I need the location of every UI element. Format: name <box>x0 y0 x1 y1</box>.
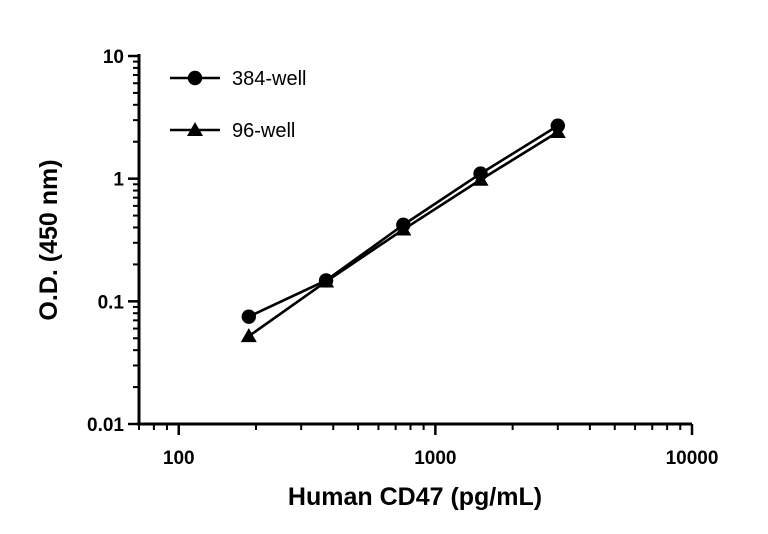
y-tick-label: 10 <box>103 47 124 68</box>
legend-item: 96-well <box>170 120 295 142</box>
data-point-triangle <box>395 221 412 236</box>
x-tick-label: 1000 <box>414 448 456 469</box>
series-2 <box>240 124 566 343</box>
data-point-triangle <box>472 171 489 186</box>
data-point-triangle <box>549 124 566 139</box>
legend-item: 384-well <box>170 68 306 90</box>
legend-label: 96-well <box>232 120 295 142</box>
legend-marker-circle <box>187 70 203 86</box>
series-1 <box>241 118 566 324</box>
x-axis-title: Human CD47 (pg/mL) <box>288 483 542 511</box>
legend-marker-triangle <box>187 122 203 136</box>
series <box>240 118 566 343</box>
ticks: 0.01 0.1 1 10 100 1000 10000 <box>87 47 718 469</box>
legend: 384-well 96-well <box>170 68 306 142</box>
y-tick-label: 0.1 <box>98 292 125 313</box>
data-point-circle <box>241 309 257 324</box>
data-point-triangle <box>318 273 335 288</box>
legend-label: 384-well <box>232 68 306 90</box>
y-tick-label: 0.01 <box>87 415 124 436</box>
axes <box>137 54 692 426</box>
y-axis-title: O.D. (450 nm) <box>35 159 63 320</box>
x-tick-label: 10000 <box>666 448 719 469</box>
x-tick-label: 100 <box>163 448 195 469</box>
y-tick-label: 1 <box>113 170 124 191</box>
data-point-triangle <box>240 328 257 343</box>
